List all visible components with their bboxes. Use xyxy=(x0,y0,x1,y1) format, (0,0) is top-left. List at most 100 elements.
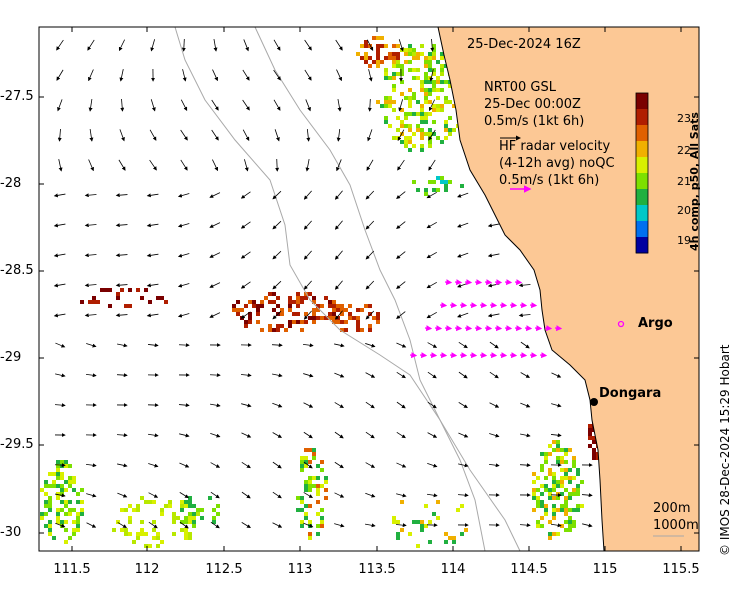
sst-pixel xyxy=(420,144,424,148)
sst-pixel xyxy=(72,520,76,524)
current-arrow xyxy=(428,99,436,112)
sst-pixel xyxy=(320,520,324,524)
radar-arrow xyxy=(519,302,528,309)
current-arrow xyxy=(210,521,220,529)
current-arrow xyxy=(89,129,94,142)
lat-tick: -27.5 xyxy=(0,89,34,104)
sst-pixel xyxy=(184,504,188,508)
sst-pixel xyxy=(104,288,108,292)
sst-pixel xyxy=(60,500,64,504)
current-arrow xyxy=(365,280,375,290)
sst-pixel xyxy=(412,56,416,60)
sst-pixel xyxy=(564,520,568,524)
sst-pixel xyxy=(420,88,424,92)
sst-pixel xyxy=(232,304,236,308)
sst-pixel xyxy=(424,88,428,92)
current-arrow xyxy=(240,251,251,259)
current-arrow xyxy=(55,373,66,378)
sst-pixel xyxy=(300,300,304,304)
sst-pixel xyxy=(64,540,68,544)
sst-pixel xyxy=(568,468,572,472)
sst-pixel xyxy=(388,56,392,60)
sst-pixel xyxy=(440,80,444,84)
sst-pixel xyxy=(412,520,416,524)
sst-pixel xyxy=(288,320,292,324)
sst-pixel xyxy=(444,128,448,132)
radar-arrow xyxy=(444,279,453,286)
sst-pixel xyxy=(272,292,276,296)
sst-pixel xyxy=(128,288,132,292)
current-arrow xyxy=(242,129,250,141)
sst-pixel xyxy=(556,456,560,460)
sst-pixel xyxy=(136,288,140,292)
sst-pixel xyxy=(540,516,544,520)
sst-pixel xyxy=(148,544,152,548)
current-arrow xyxy=(550,523,562,528)
sst-pixel xyxy=(548,532,552,536)
current-arrow xyxy=(119,129,125,142)
sst-pixel xyxy=(436,176,440,180)
sst-pixel xyxy=(188,500,192,504)
current-arrow xyxy=(303,431,313,439)
radar-arrow xyxy=(504,325,513,332)
sst-pixel xyxy=(276,304,280,308)
current-arrow xyxy=(272,402,283,408)
current-arrow xyxy=(489,341,499,349)
sst-pixel xyxy=(452,536,456,540)
colorbar-segment xyxy=(636,205,648,222)
current-arrow xyxy=(146,313,159,318)
sst-pixel xyxy=(48,532,52,536)
sst-pixel xyxy=(140,496,144,500)
current-arrow xyxy=(57,128,62,142)
sst-pixel xyxy=(400,120,404,124)
sst-pixel xyxy=(316,488,320,492)
sst-pixel xyxy=(404,96,408,100)
sst-pixel xyxy=(404,60,408,64)
sst-pixel xyxy=(432,108,436,112)
radar-arrow xyxy=(529,352,538,359)
lon-tick: 114.5 xyxy=(510,562,548,577)
sst-pixel xyxy=(128,520,132,524)
sst-pixel xyxy=(428,100,432,104)
sst-pixel xyxy=(320,508,324,512)
radar-arrow xyxy=(474,325,483,332)
sst-pixel xyxy=(276,296,280,300)
sst-pixel xyxy=(328,316,332,320)
lat-tick: -29.5 xyxy=(0,437,34,452)
sst-pixel xyxy=(312,316,316,320)
sst-pixel xyxy=(564,508,568,512)
sst-pixel xyxy=(400,132,404,136)
current-arrow xyxy=(334,372,345,378)
sst-pixel xyxy=(384,68,388,72)
radar-arrow xyxy=(464,279,473,286)
sst-pixel xyxy=(128,532,132,536)
current-arrow xyxy=(272,310,282,320)
sst-pixel xyxy=(312,300,316,304)
colorbar-segment xyxy=(636,109,648,126)
sst-pixel xyxy=(320,316,324,320)
sst-pixel xyxy=(440,52,444,56)
current-arrow xyxy=(242,69,250,81)
sst-pixel xyxy=(44,492,48,496)
sst-pixel xyxy=(324,296,328,300)
sst-pixel xyxy=(540,468,544,472)
current-arrow xyxy=(115,223,128,228)
sst-pixel xyxy=(428,112,432,116)
colorbar-tick: 20 xyxy=(677,204,691,217)
sst-pixel xyxy=(400,124,404,128)
current-arrow xyxy=(396,191,406,199)
sst-pixel xyxy=(252,304,256,308)
sst-pixel xyxy=(436,136,440,140)
colorbar xyxy=(635,92,649,254)
sst-pixel xyxy=(368,304,372,308)
current-arrow xyxy=(119,69,124,82)
sst-pixel xyxy=(308,520,312,524)
colorbar-segment xyxy=(636,141,648,158)
current-arrow xyxy=(84,223,97,228)
sst-pixel xyxy=(552,484,556,488)
sst-pixel xyxy=(452,128,456,132)
sst-pixel xyxy=(188,532,192,536)
current-arrow xyxy=(551,372,562,378)
sst-pixel xyxy=(56,464,60,468)
current-arrow xyxy=(55,522,66,528)
